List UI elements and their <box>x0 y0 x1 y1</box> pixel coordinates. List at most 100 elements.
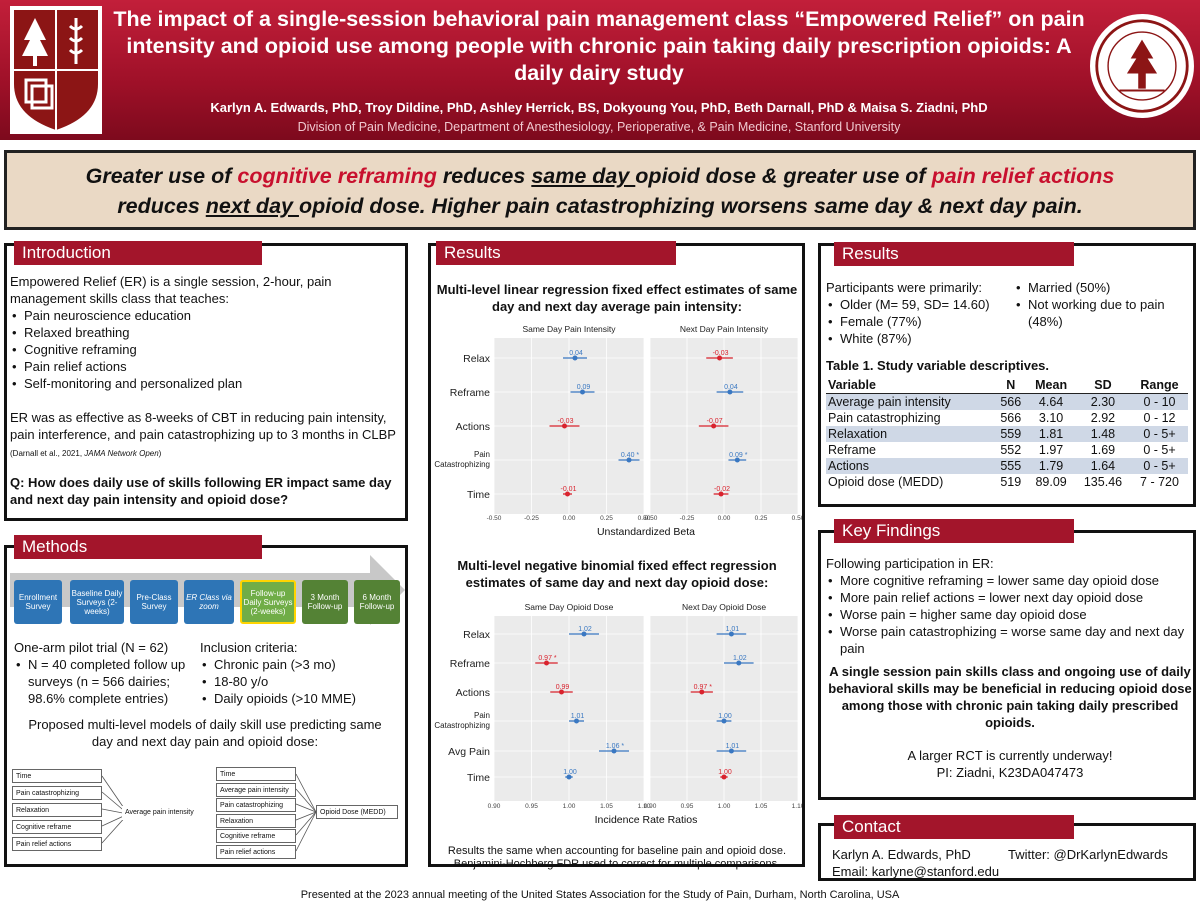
model2-input-box: Pain relief actions <box>216 845 296 859</box>
banner-highlight-actions: pain relief actions <box>931 164 1115 188</box>
category-label: Relax <box>463 629 491 641</box>
intro-paragraph: ER was as effective as 8-weeks of CBT in… <box>10 409 402 462</box>
table-row: Pain catastrophizing 566 3.10 2.92 0 - 12 <box>826 410 1188 426</box>
table-cell: 566 <box>1000 410 1022 425</box>
table-header-row: Variable N Mean SD Range <box>826 377 1188 394</box>
timeline-step: Baseline Daily Surveys (2-weeks) <box>70 580 124 624</box>
data-point <box>728 748 734 754</box>
tick-label: 0.90 <box>488 803 501 810</box>
data-point <box>734 457 740 463</box>
banner-text: reduces <box>436 164 532 188</box>
category-label: Actions <box>456 687 490 699</box>
banner-text: Greater use of <box>85 164 238 188</box>
data-point <box>562 423 567 429</box>
poster-header: The impact of a single-session behaviora… <box>0 0 1200 140</box>
table-cell: 0 - 5+ <box>1131 425 1188 442</box>
model1-input-box: Cognitive reframe <box>12 820 102 834</box>
key-bullet-list: More cognitive reframing = lower same da… <box>826 572 1194 657</box>
tick-label: -0.50 <box>643 515 658 522</box>
table-cell: Pain catastrophizing <box>828 410 941 425</box>
table-cell: 552 <box>1000 442 1022 457</box>
table-cell: 1.48 <box>1074 425 1131 442</box>
model2-input-box: Cognitive reframe <box>216 829 296 844</box>
data-label: 0.04 <box>569 350 583 357</box>
data-label: 0.99 <box>556 684 570 691</box>
inclusion-bullet-list: Chronic pain (>3 mo) 18-80 y/o Daily opi… <box>200 656 400 707</box>
category-label: Pain <box>474 711 490 720</box>
data-point <box>626 457 632 463</box>
tick-label: 1.05 <box>755 803 768 810</box>
list-item: Self-monitoring and personalized plan <box>10 375 402 392</box>
model1-output-box: Average pain intensity <box>122 806 208 820</box>
tick-label: -0.25 <box>524 515 539 522</box>
participants-right-list: Married (50%) Not working due to pain (4… <box>1014 279 1194 330</box>
introduction-title: Introduction <box>14 241 262 265</box>
list-item: N = 40 completed follow up surveys (n = … <box>14 656 204 707</box>
banner-underline-next-day: next day <box>205 194 299 218</box>
data-label: 1.00 <box>718 713 732 720</box>
data-label: 1.00 <box>563 769 577 776</box>
table-cell: 519 <box>1000 474 1022 489</box>
list-item: Chronic pain (>3 mo) <box>200 656 400 673</box>
data-label: 1.01 <box>571 713 585 720</box>
introduction-body: Empowered Relief (ER) is a single sessio… <box>10 273 402 508</box>
key-rct: A larger RCT is currently underway! <box>907 748 1113 763</box>
tick-label: 0.50 <box>638 515 651 522</box>
poster-affiliation: Division of Pain Medicine, Department of… <box>297 120 901 134</box>
data-label: 1.02 <box>578 626 592 633</box>
table-cell: 1.79 <box>1027 457 1075 474</box>
tick-label: 0.90 <box>644 803 657 810</box>
model2-output-box: Opioid Dose (MEDD) <box>316 805 398 819</box>
methods-inclusion: Inclusion criteria: Chronic pain (>3 mo)… <box>200 639 400 707</box>
model1-input-box: Pain catastrophizing <box>12 786 102 800</box>
intro-lead: Empowered Relief (ER) is a single sessio… <box>10 274 332 306</box>
table-cell: 0 - 5+ <box>1131 457 1188 474</box>
citation-text: ) <box>158 449 162 458</box>
poster-footer: Presented at the 2023 annual meeting of … <box>300 889 900 901</box>
list-item: Daily opioids (>10 MME) <box>200 690 400 707</box>
table-cell: 559 <box>994 425 1028 442</box>
table-header-cell: SD <box>1074 377 1131 394</box>
list-item: White (87%) <box>826 330 1016 347</box>
methods-title: Methods <box>14 535 262 559</box>
data-point <box>736 660 742 666</box>
stanford-medicine-logo-icon <box>10 6 102 134</box>
intro-bullet-list: Pain neuroscience education Relaxed brea… <box>10 307 402 392</box>
contact-twitter[interactable]: Twitter: @DrKarlynEdwards <box>1008 847 1168 862</box>
list-item: More cognitive reframing = lower same da… <box>826 572 1194 589</box>
stanford-seal-icon <box>1090 14 1194 118</box>
timeline-step: Follow-up Daily Surveys (2-weeks) <box>240 580 296 624</box>
intro-question: Q: How does daily use of skills followin… <box>10 475 392 507</box>
facet-title: Same Day Pain Intensity <box>522 324 616 334</box>
table-body: Average pain intensity 566 4.64 2.30 0 - 10 P… <box>826 393 1188 490</box>
model2-input-box: Average pain intensity <box>216 782 296 797</box>
tick-label: 1.00 <box>718 803 731 810</box>
tick-label: 0.50 <box>792 515 802 522</box>
results-forest-title: Results <box>436 241 676 265</box>
category-label: Catastrophizing <box>434 460 490 469</box>
tick-label: 1.10 <box>638 803 651 810</box>
table-cell: 1.81 <box>1027 425 1075 442</box>
table-cell: Relaxation <box>826 425 995 442</box>
category-label: Avg Pain <box>448 746 490 758</box>
participants-left: Participants were primarily: Older (M= 5… <box>826 279 1016 347</box>
contact-email[interactable]: Email: karlyne@stanford.edu <box>832 864 1000 879</box>
model1-input-box: Time <box>12 769 102 783</box>
table-cell: 0 - 12 <box>1143 410 1176 425</box>
facet-title: Same Day Opioid Dose <box>525 602 614 612</box>
list-item: Pain neuroscience education <box>10 307 402 324</box>
intro-para-text: ER was as effective as 8-weeks of CBT in… <box>10 410 396 442</box>
list-item: Cognitive reframing <box>10 341 402 358</box>
participants-left-list: Older (M= 59, SD= 14.60) Female (77%) Wh… <box>826 296 1016 347</box>
timeline-step: Pre-Class Survey <box>130 580 178 624</box>
timeline-step: Enrollment Survey <box>14 580 62 624</box>
opioid-dose-forest-plot: Same Day Opioid Dose 0.90 0.95 1.00 1.05 1.10… <box>434 602 802 826</box>
table-cell: 2.92 <box>1090 410 1116 425</box>
contact-name: Karlyn A. Edwards, PhD <box>832 847 971 862</box>
banner-highlight-reframing: cognitive reframing <box>237 164 437 188</box>
data-label: 1.02 <box>733 655 747 662</box>
table-cell: 1.97 <box>1038 442 1064 457</box>
banner-text: opioid dose & greater use of <box>635 164 932 188</box>
banner-text: opioid dose. Higher pain catastrophizing… <box>298 194 1083 218</box>
results-footnote: Results the same when accounting for bas… <box>447 845 787 870</box>
